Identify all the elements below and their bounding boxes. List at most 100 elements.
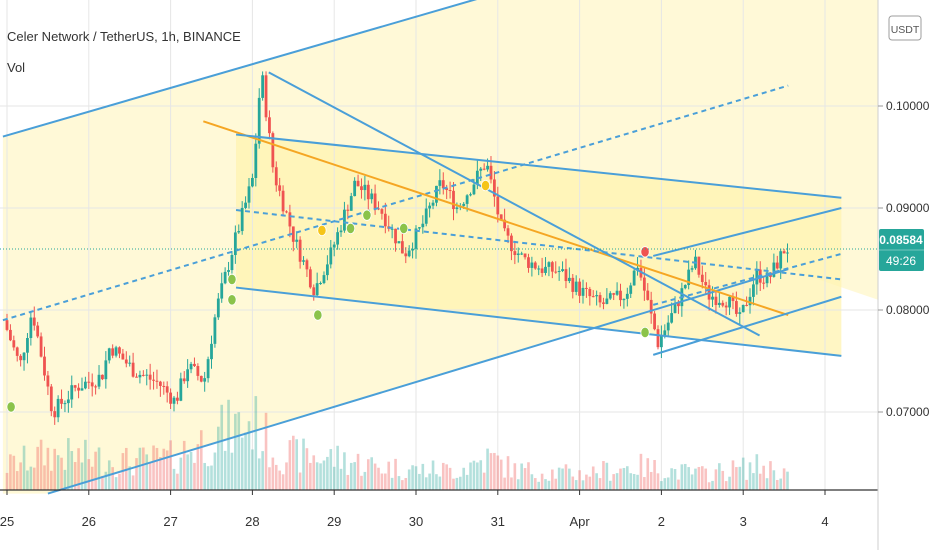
candles	[5, 71, 789, 425]
candle-body	[366, 184, 370, 200]
volume-bar	[421, 463, 425, 490]
channel-midline	[235, 209, 842, 281]
volume-bar	[237, 412, 241, 490]
volume-bar	[264, 412, 268, 490]
candle-body	[567, 277, 571, 282]
volume-bar	[32, 467, 36, 490]
volume-bar	[418, 473, 421, 490]
candle-body	[673, 302, 677, 314]
volume-bar	[380, 473, 384, 490]
volume-bar	[152, 445, 155, 490]
candle-body	[135, 376, 138, 378]
volume-bar	[343, 452, 346, 490]
volume-bar	[544, 479, 547, 490]
volume-bar	[172, 468, 176, 490]
candle-body	[90, 382, 94, 387]
volume-bar	[271, 457, 275, 490]
x-tick-label: 28	[245, 514, 259, 529]
candle-body	[145, 374, 149, 376]
candle-body	[533, 262, 537, 269]
volume-bar	[29, 466, 33, 490]
channel-line	[47, 268, 789, 495]
volume-bar	[459, 476, 462, 490]
volume-bar	[639, 453, 643, 490]
candle-body	[165, 386, 169, 393]
volume-bar	[690, 474, 694, 490]
volume-bar	[370, 457, 373, 490]
volume-bar	[779, 478, 782, 490]
resistance-line	[203, 120, 789, 317]
volume-bar	[775, 479, 779, 490]
volume-bar	[506, 456, 510, 490]
candle-body	[527, 257, 530, 268]
volume-bar	[741, 457, 745, 490]
candle-body	[152, 379, 155, 381]
volume-bar	[581, 480, 585, 490]
x-tick-label: 29	[327, 514, 341, 529]
volume-bar	[591, 466, 595, 490]
volume-bar	[36, 446, 39, 490]
volume-bar	[353, 462, 356, 490]
volume-bar	[622, 467, 626, 490]
candle-body	[557, 270, 561, 272]
candle-body	[431, 202, 435, 206]
candle-body	[380, 209, 384, 214]
candle-body	[530, 262, 534, 268]
volume-bar	[782, 468, 786, 490]
volume-bar	[489, 453, 493, 490]
volume-bar	[356, 453, 360, 490]
candle-body	[251, 177, 254, 187]
candle-body	[687, 269, 691, 286]
volume-bar	[533, 478, 537, 490]
candle-body	[745, 304, 749, 306]
candle-body	[625, 293, 629, 299]
candle-body	[295, 239, 299, 242]
candle-body	[169, 392, 172, 404]
volume-bar	[240, 437, 244, 490]
volume-bar	[649, 471, 653, 490]
candle-body	[80, 388, 84, 391]
volume-bar	[26, 470, 29, 490]
volume-bar	[530, 474, 534, 490]
candle-body	[199, 375, 203, 382]
chart-title: Celer Network / TetherUS, 1h, BINANCE	[7, 29, 241, 44]
candle-body	[186, 369, 190, 382]
candle-body	[595, 295, 599, 297]
candle-body	[510, 235, 513, 252]
volume-bar	[404, 477, 408, 490]
volume-bar	[315, 462, 319, 490]
volume-bar	[527, 462, 530, 490]
volume-bar	[568, 468, 571, 490]
volume-bar	[179, 457, 183, 490]
candle-body	[605, 298, 609, 304]
candle-body	[271, 133, 275, 168]
signal-marker-green	[227, 273, 237, 285]
candle-body	[349, 196, 353, 211]
candle-body	[172, 397, 176, 404]
volume-bar	[220, 404, 224, 490]
volume-bar	[288, 440, 292, 490]
volume-bar	[97, 447, 101, 490]
candle-body	[118, 347, 121, 354]
candle-body	[704, 281, 708, 286]
volume-bar	[251, 449, 254, 490]
volume-bar	[772, 470, 776, 490]
currency-button-label[interactable]: USDT	[891, 24, 920, 36]
candle-body	[138, 374, 142, 378]
candle-body	[765, 272, 769, 284]
currency-button[interactable]: USDT	[888, 15, 922, 41]
candle-body	[550, 262, 554, 272]
volume-bar	[455, 477, 459, 490]
candle-body	[649, 299, 653, 314]
volume-bar	[182, 440, 186, 490]
candle-body	[741, 304, 745, 313]
candle-body	[642, 277, 646, 291]
candle-body	[124, 359, 128, 364]
volume-bar	[46, 447, 50, 490]
candle-body	[210, 343, 213, 360]
candle-body	[591, 296, 595, 298]
volume-bar	[322, 460, 326, 490]
volume-bar	[588, 476, 592, 490]
